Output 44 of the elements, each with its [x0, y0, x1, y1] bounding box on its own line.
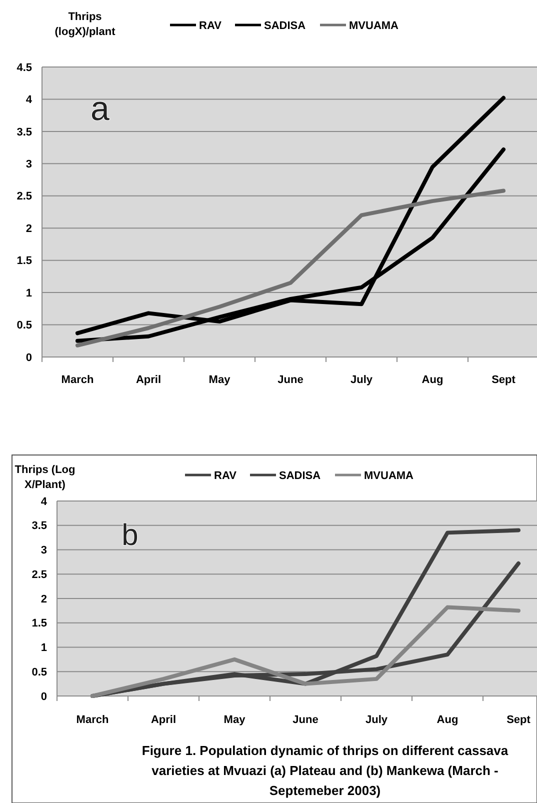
y-tick-label: 3 [40, 544, 47, 557]
y-tick-label: 0 [40, 690, 47, 703]
y-tick-label: 1 [26, 287, 32, 300]
x-tick-label: Aug [422, 374, 444, 386]
y-axis-title: Thrips (Log X/Plant) [14, 464, 76, 491]
x-tick-label: April [136, 374, 162, 386]
legend-label: SADISA [279, 470, 321, 482]
legend-label: RAV [199, 20, 222, 32]
x-tick-label: March [76, 714, 109, 726]
y-tick-label: 2 [40, 593, 47, 606]
x-tick-label: May [224, 714, 246, 726]
y-axis-title: Thrips (logX)/plant [54, 11, 116, 38]
y-tick-label: 0.5 [32, 666, 47, 678]
x-tick-label: Sept [492, 374, 516, 386]
y-tick-label: 1 [40, 642, 47, 654]
y-tick-label: 4.5 [16, 62, 32, 74]
x-tick-label: June [292, 714, 318, 726]
x-tick-label: June [278, 374, 304, 386]
x-tick-label: July [350, 374, 374, 386]
y-tick-label: 0.5 [16, 320, 32, 332]
y-tick-label: 1.5 [16, 255, 32, 268]
y-tick-label: 3.5 [16, 126, 32, 138]
legend-label: MVUAMA [349, 20, 399, 32]
y-tick-label: 4 [26, 94, 33, 106]
y-tick-label: 2.5 [16, 190, 32, 203]
x-tick-label: April [150, 714, 176, 726]
annotation: b [122, 519, 138, 552]
x-tick-label: Sept [506, 714, 531, 726]
x-tick-label: July [365, 714, 388, 726]
y-tick-label: 4 [40, 496, 48, 508]
caption: Figure 1. Population dynamic of thrips on different cassava varieties at Mvuazi (a) Plateau and (b) Mankewa (March - Septemeber 2003) [142, 743, 509, 798]
legend-label: SADISA [264, 20, 306, 32]
y-tick-label: 3.5 [32, 520, 47, 532]
y-tick-label: 2.5 [32, 568, 47, 581]
x-tick-label: Aug [436, 714, 458, 726]
y-tick-label: 3 [26, 158, 32, 171]
y-tick-label: 0 [26, 352, 32, 364]
x-tick-label: May [208, 374, 232, 386]
y-tick-label: 2 [26, 222, 32, 235]
legend-label: MVUAMA [364, 470, 414, 482]
y-tick-label: 1.5 [32, 618, 47, 630]
legend-label: RAV [214, 470, 238, 482]
annotation: a [90, 90, 110, 128]
x-tick-label: March [61, 374, 94, 386]
